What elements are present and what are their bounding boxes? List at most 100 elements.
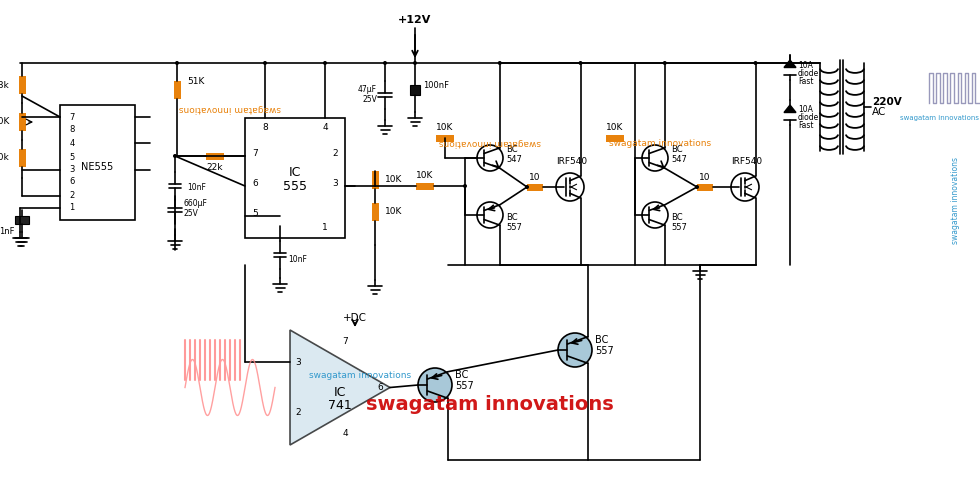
Bar bbox=[19, 149, 26, 167]
Text: 10k: 10k bbox=[0, 154, 10, 162]
Bar bbox=[245, 118, 345, 238]
Text: 4: 4 bbox=[70, 139, 74, 147]
Text: 5: 5 bbox=[70, 154, 74, 162]
Circle shape bbox=[558, 333, 592, 367]
Text: 1: 1 bbox=[322, 224, 328, 232]
Text: 8: 8 bbox=[262, 124, 268, 132]
Text: 4: 4 bbox=[342, 428, 348, 438]
Text: 10nF: 10nF bbox=[288, 255, 307, 264]
Text: 6: 6 bbox=[252, 179, 258, 187]
Circle shape bbox=[418, 368, 452, 402]
Text: 10K: 10K bbox=[416, 171, 434, 181]
Circle shape bbox=[173, 154, 177, 158]
Bar bbox=[206, 153, 224, 160]
Text: swagatam innovations: swagatam innovations bbox=[439, 139, 541, 147]
Text: 25V: 25V bbox=[183, 210, 198, 218]
Text: 8: 8 bbox=[70, 126, 74, 134]
Text: 557: 557 bbox=[671, 223, 687, 231]
Text: 10K: 10K bbox=[385, 208, 403, 216]
Circle shape bbox=[525, 185, 529, 189]
Text: BC: BC bbox=[595, 335, 609, 345]
Bar bbox=[416, 183, 434, 190]
Text: 2: 2 bbox=[70, 191, 74, 200]
Text: 51K: 51K bbox=[187, 77, 205, 86]
Circle shape bbox=[662, 61, 666, 65]
Text: IC: IC bbox=[289, 167, 301, 180]
Bar bbox=[527, 184, 543, 191]
Text: 6: 6 bbox=[377, 383, 383, 392]
Text: 2: 2 bbox=[295, 408, 301, 417]
Polygon shape bbox=[784, 60, 796, 68]
Text: 10A: 10A bbox=[798, 60, 812, 70]
Text: 7: 7 bbox=[70, 113, 74, 122]
Circle shape bbox=[788, 61, 792, 65]
Text: 7: 7 bbox=[342, 338, 348, 346]
Bar bbox=[15, 216, 29, 224]
Text: BC: BC bbox=[506, 213, 517, 223]
Text: 3: 3 bbox=[70, 166, 74, 174]
Text: 660μF: 660μF bbox=[183, 199, 207, 209]
Text: 10K: 10K bbox=[385, 175, 403, 185]
Text: swagatam innovations: swagatam innovations bbox=[951, 156, 959, 243]
Circle shape bbox=[323, 61, 327, 65]
Text: 100nF: 100nF bbox=[423, 81, 449, 89]
Text: IRF540: IRF540 bbox=[731, 157, 762, 167]
Text: 18k: 18k bbox=[0, 81, 10, 89]
Text: 4: 4 bbox=[322, 124, 328, 132]
Text: 10A: 10A bbox=[798, 105, 812, 114]
Text: 2: 2 bbox=[332, 148, 338, 157]
Circle shape bbox=[175, 61, 179, 65]
Text: BC: BC bbox=[455, 370, 468, 380]
Polygon shape bbox=[784, 105, 796, 113]
Circle shape bbox=[263, 61, 267, 65]
Text: 22k: 22k bbox=[207, 164, 223, 172]
Text: 10: 10 bbox=[529, 172, 541, 182]
Text: +12V: +12V bbox=[398, 15, 431, 25]
Text: swagatam innovations: swagatam innovations bbox=[900, 115, 978, 121]
Text: Fast: Fast bbox=[798, 122, 813, 130]
Text: 25V: 25V bbox=[363, 95, 377, 103]
Text: 741: 741 bbox=[328, 399, 352, 412]
Text: 557: 557 bbox=[595, 346, 613, 356]
Text: 10: 10 bbox=[700, 172, 710, 182]
Text: 10nF: 10nF bbox=[187, 184, 206, 193]
Text: diode: diode bbox=[798, 69, 819, 77]
Text: 47μF: 47μF bbox=[358, 85, 377, 94]
Text: AC: AC bbox=[872, 107, 886, 117]
Text: 555: 555 bbox=[283, 180, 307, 193]
Bar bbox=[174, 81, 181, 99]
Circle shape bbox=[731, 173, 759, 201]
Circle shape bbox=[695, 185, 699, 189]
Text: 220V: 220V bbox=[872, 97, 902, 107]
Circle shape bbox=[498, 61, 502, 65]
Circle shape bbox=[754, 61, 758, 65]
Circle shape bbox=[642, 145, 668, 171]
Text: +DC: +DC bbox=[343, 313, 367, 323]
Circle shape bbox=[383, 61, 387, 65]
Text: swagatam innovations: swagatam innovations bbox=[609, 139, 711, 147]
Text: IRF540: IRF540 bbox=[557, 157, 588, 167]
Text: IC: IC bbox=[334, 386, 346, 399]
Bar bbox=[436, 135, 454, 142]
Text: swagatam innovations: swagatam innovations bbox=[309, 370, 411, 380]
Bar bbox=[19, 113, 26, 131]
Text: 557: 557 bbox=[455, 381, 473, 391]
Bar bbox=[372, 203, 379, 221]
Text: BC: BC bbox=[506, 145, 517, 155]
Text: 1: 1 bbox=[70, 203, 74, 213]
Bar bbox=[606, 135, 624, 142]
Text: 3: 3 bbox=[332, 179, 338, 187]
Text: 1nF: 1nF bbox=[0, 227, 15, 237]
Circle shape bbox=[578, 61, 582, 65]
Circle shape bbox=[413, 61, 417, 65]
Text: BC: BC bbox=[671, 213, 683, 223]
Bar bbox=[19, 76, 26, 94]
Bar bbox=[60, 105, 135, 220]
Text: NE555: NE555 bbox=[81, 162, 114, 172]
Text: 7: 7 bbox=[252, 148, 258, 157]
Circle shape bbox=[463, 184, 467, 188]
Circle shape bbox=[477, 202, 503, 228]
Text: swagatam innovations: swagatam innovations bbox=[367, 396, 613, 414]
Text: 5: 5 bbox=[252, 209, 258, 217]
Text: 6: 6 bbox=[70, 177, 74, 186]
